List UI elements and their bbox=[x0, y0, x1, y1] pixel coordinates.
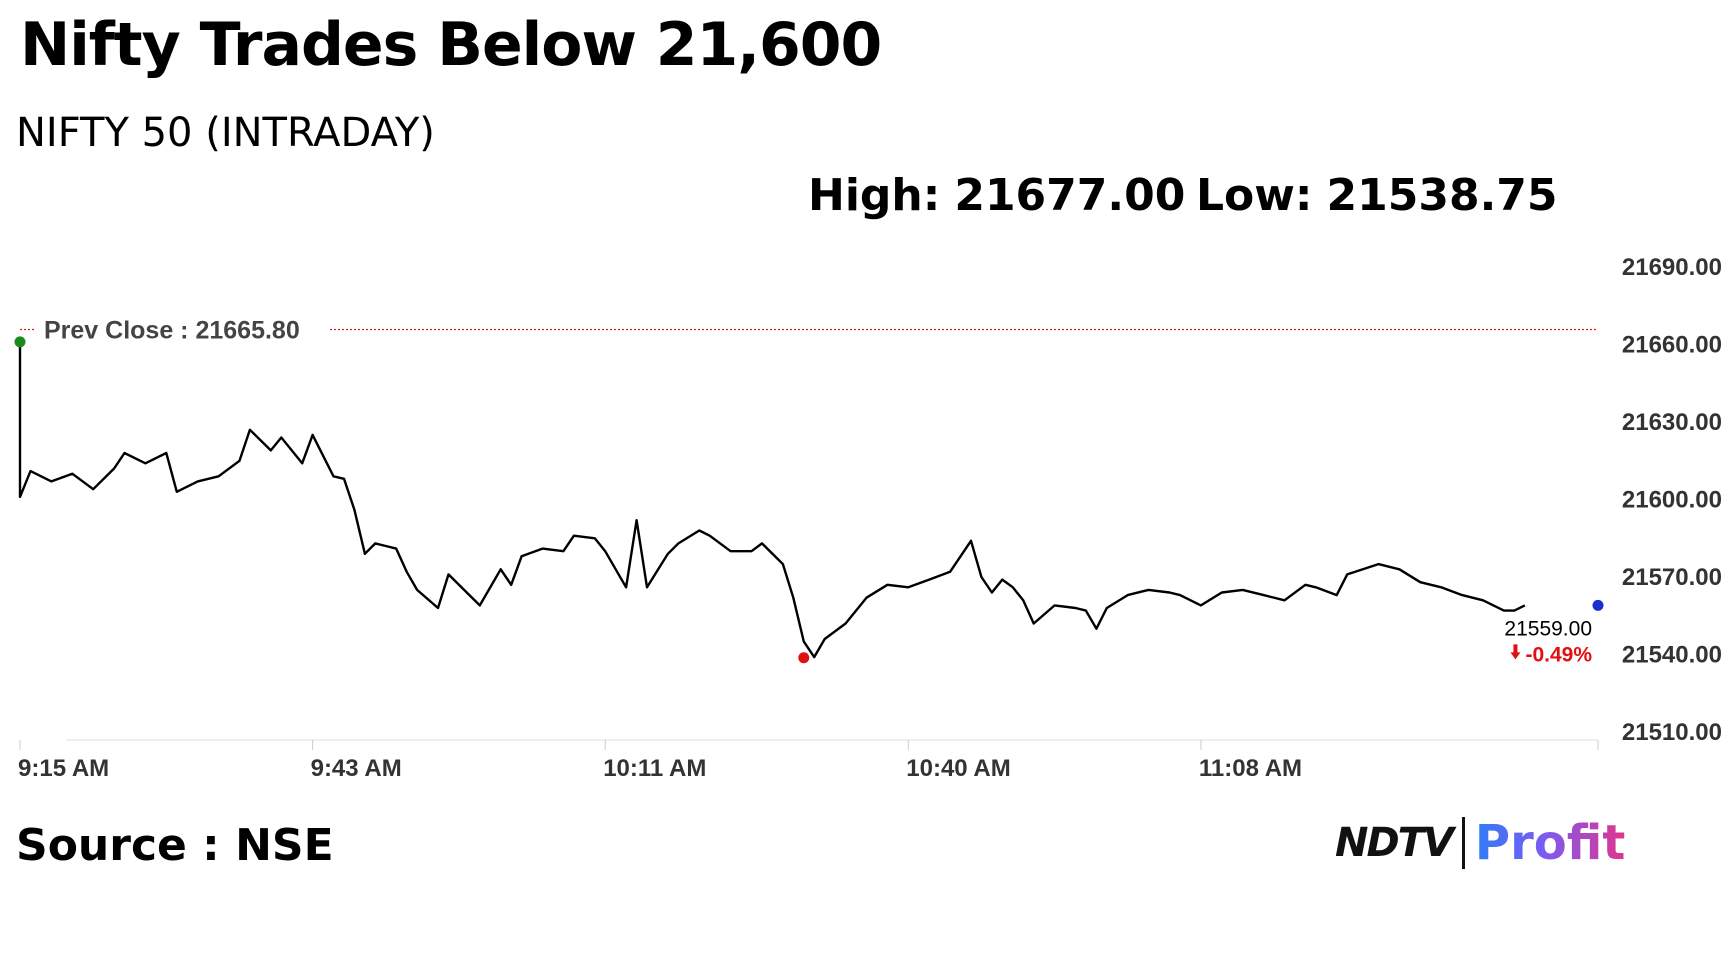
logo-profit-text: Profit bbox=[1474, 815, 1626, 871]
chart-subtitle: NIFTY 50 (INTRADAY) bbox=[16, 110, 435, 156]
high-label: High: bbox=[808, 170, 941, 221]
y-tick-label: 21690.00 bbox=[1622, 254, 1722, 281]
y-tick-label: 21510.00 bbox=[1622, 719, 1722, 746]
high-value: 21677.00 bbox=[954, 170, 1186, 221]
logo-divider bbox=[1461, 817, 1465, 869]
prev-close-label: Prev Close : 21665.80 bbox=[44, 317, 300, 345]
logo-ndtv-text: NDTV bbox=[1335, 820, 1454, 866]
low-value: 21538.75 bbox=[1326, 170, 1558, 221]
low-label: Low: bbox=[1196, 170, 1313, 221]
x-tick-label: 10:11 AM bbox=[603, 755, 706, 782]
change-label: -0.49% bbox=[1525, 643, 1592, 666]
x-tick-label: 11:08 AM bbox=[1199, 755, 1302, 782]
y-tick-label: 21540.00 bbox=[1622, 642, 1722, 669]
down-arrow-icon bbox=[1510, 644, 1521, 660]
chart-title: Nifty Trades Below 21,600 bbox=[20, 10, 882, 80]
last-marker bbox=[1592, 599, 1604, 611]
y-tick-label: 21600.00 bbox=[1622, 487, 1722, 514]
low-stat: Low: 21538.75 bbox=[1196, 170, 1558, 221]
low-marker bbox=[798, 652, 810, 664]
price-series-line bbox=[18, 341, 1526, 659]
last-value-label: 21559.00 bbox=[1504, 617, 1592, 640]
source-label: Source : NSE bbox=[16, 820, 334, 871]
x-tick-label: 9:43 AM bbox=[311, 755, 402, 782]
ndtv-profit-logo: NDTV Profit bbox=[1335, 812, 1625, 874]
y-tick-label: 21570.00 bbox=[1622, 564, 1722, 591]
open-marker bbox=[14, 336, 26, 348]
x-tick-label: 9:15 AM bbox=[18, 755, 109, 782]
high-stat: High: 21677.00 bbox=[808, 170, 1185, 221]
y-tick-label: 21660.00 bbox=[1622, 332, 1722, 359]
x-tick-label: 10:40 AM bbox=[906, 755, 1010, 782]
y-tick-label: 21630.00 bbox=[1622, 409, 1722, 436]
